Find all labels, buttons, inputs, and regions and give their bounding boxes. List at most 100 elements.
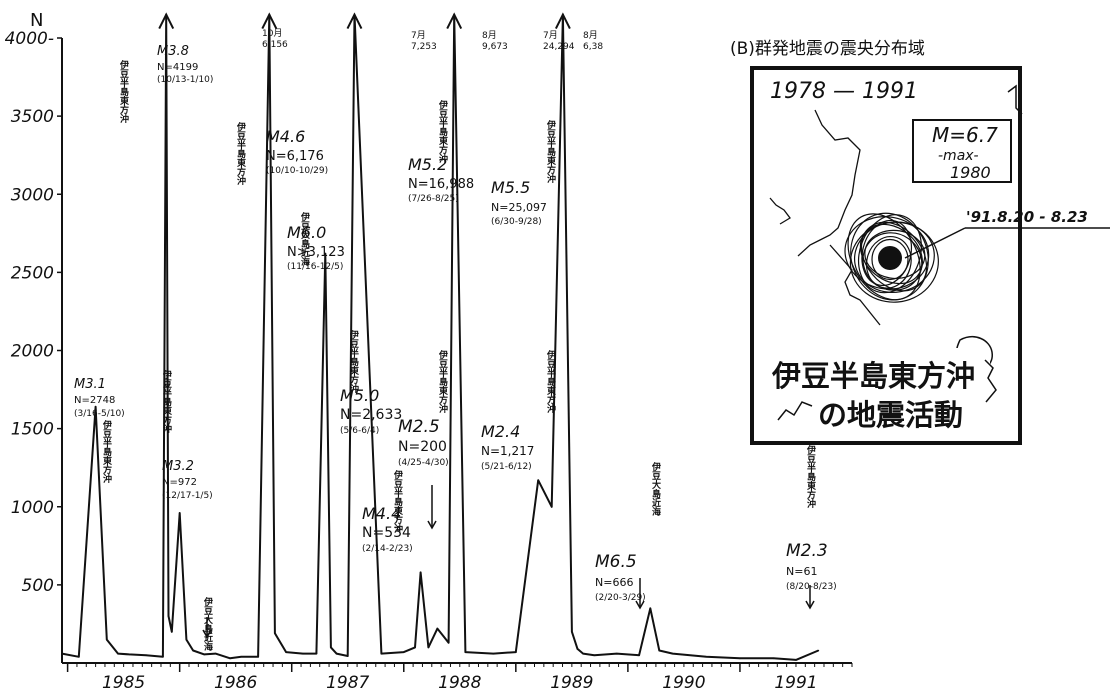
epicenter-area xyxy=(861,219,912,287)
region-label: 伊豆半島東方沖 xyxy=(161,369,173,434)
data-point xyxy=(145,654,147,656)
y-tick-label: 3500 xyxy=(11,107,54,127)
peak-annotation-line: M6.0 xyxy=(287,223,326,242)
region-label: 伊豆半島東方沖 xyxy=(545,349,557,414)
epicenter-area xyxy=(865,235,912,289)
peak-annotation-line: N=666 xyxy=(595,576,633,589)
peak-annotation-line: N=534 xyxy=(362,525,411,541)
data-point xyxy=(671,652,674,655)
epicenter-area xyxy=(871,238,909,281)
data-point xyxy=(550,505,553,508)
epicenter-area xyxy=(849,221,939,303)
peak-annotation-line: (3/16-5/10) xyxy=(74,409,125,419)
offscale-arrow xyxy=(554,12,571,30)
annotation-arrow-head xyxy=(635,600,645,610)
caption-line1: 伊豆半島東方沖 xyxy=(771,359,975,393)
region-label: 伊豆半島東方沖 xyxy=(437,349,449,414)
epicenter-area xyxy=(860,221,928,292)
data-point xyxy=(128,653,131,656)
peak-annotation-line: N=972 xyxy=(162,477,197,488)
x-tick-label: 1991 xyxy=(774,673,817,693)
peak-annotation-line: M3.2 xyxy=(162,459,194,474)
offscale-label: 8月 xyxy=(482,30,497,41)
peak-annotations: M3.1 N=2748 (3/16-5/10) M3.8 N=4199 (10/13-1/… xyxy=(74,44,837,639)
data-point xyxy=(285,651,287,653)
data-point xyxy=(251,655,254,658)
data-point xyxy=(117,652,119,655)
data-point xyxy=(229,657,231,660)
data-point xyxy=(178,512,181,514)
recent-pointer-line xyxy=(904,227,966,259)
peak-annotation-line: N=2,633 xyxy=(340,407,402,423)
peak-annotation-line: (8/20-8/23) xyxy=(786,582,837,592)
region-label: 伊豆半島東方沖 xyxy=(805,444,817,509)
offscale-arrow xyxy=(346,12,363,30)
data-point xyxy=(167,615,170,617)
offscale-label: 8月 xyxy=(583,30,598,41)
epicenter-inset: (B)群発地震の震央分布域 1978 — 1991 M=6.7 -max- 19… xyxy=(730,39,1110,445)
x-tick-label: 1990 xyxy=(662,673,705,693)
data-point xyxy=(346,655,349,657)
data-point xyxy=(402,651,405,653)
inset-max-year: 1980 xyxy=(950,163,991,182)
y-tick-label: 4000- xyxy=(5,29,54,49)
x-tick-label: 1985 xyxy=(102,673,145,693)
data-point xyxy=(324,252,327,255)
offscale-arrow xyxy=(261,12,278,30)
offscale-label: 6,156 xyxy=(262,40,288,50)
x-tick-label: 1986 xyxy=(214,673,257,693)
recent-date-label: '91.8.20 - 8.23 xyxy=(966,208,1088,226)
epicenter-cluster xyxy=(844,212,939,303)
data-point xyxy=(315,652,318,655)
peak-annotation-line: M5.0 xyxy=(340,386,379,405)
peak-annotation-line: (2/20-3/29) xyxy=(595,593,646,603)
peak-annotation-line: (7/26-8/25) xyxy=(408,194,459,204)
caption-line2: の地震活動 xyxy=(818,398,963,432)
y-tick-label: 2500 xyxy=(11,263,54,283)
region-labels: 伊豆半島東方沖伊豆半島東方沖伊豆半島東方沖伊豆大島近海伊豆半島東方沖伊豆大島近海… xyxy=(101,59,817,652)
data-point xyxy=(795,659,797,661)
y-tick-label: 1500 xyxy=(11,420,54,440)
data-point xyxy=(571,630,573,633)
offscale-label: 7月 xyxy=(411,30,426,41)
peak-annotation-line: N=200 xyxy=(398,439,447,455)
data-point xyxy=(162,655,164,658)
peak-annotation-line: N=6,176 xyxy=(266,149,324,164)
data-point xyxy=(419,571,422,574)
inset-max-magnitude: M=6.7 xyxy=(932,123,998,147)
data-point xyxy=(94,405,97,408)
data-point xyxy=(615,652,618,655)
x-tick-label: 1989 xyxy=(550,673,593,693)
data-point xyxy=(447,641,450,644)
caption-box xyxy=(768,348,990,436)
annotation-arrow-head xyxy=(805,600,815,610)
caption-bracket xyxy=(984,359,997,403)
data-point xyxy=(185,638,188,641)
data-point xyxy=(649,607,652,610)
peak-annotation-line: M2.5 xyxy=(398,417,440,437)
annotation-arrow-head xyxy=(427,520,437,530)
series-line xyxy=(61,13,819,661)
recent-epicenter-spot xyxy=(878,246,902,270)
peak-annotation-line: M5.5 xyxy=(491,178,530,197)
coastline-lower xyxy=(829,244,881,326)
peak-annotation-line: M3.1 xyxy=(74,377,106,392)
offscale-label: 7月 xyxy=(543,30,558,41)
data-point xyxy=(739,657,741,660)
peak-annotation-line: M2.3 xyxy=(786,541,828,561)
y-tick-label: 3000 xyxy=(11,185,54,205)
data-point xyxy=(576,648,579,650)
data-point xyxy=(106,638,108,641)
data-point xyxy=(192,649,194,652)
region-label: 伊豆半島東方沖 xyxy=(101,419,113,484)
data-point xyxy=(772,657,775,660)
peak-annotation-line: (10/10-10/29) xyxy=(266,166,328,176)
offscale-label: 24,294 xyxy=(543,42,575,52)
data-point xyxy=(515,651,517,653)
data-point xyxy=(171,630,173,633)
epicenter-area xyxy=(864,229,926,280)
offscale-arrow xyxy=(446,12,463,30)
data-point xyxy=(436,627,439,630)
